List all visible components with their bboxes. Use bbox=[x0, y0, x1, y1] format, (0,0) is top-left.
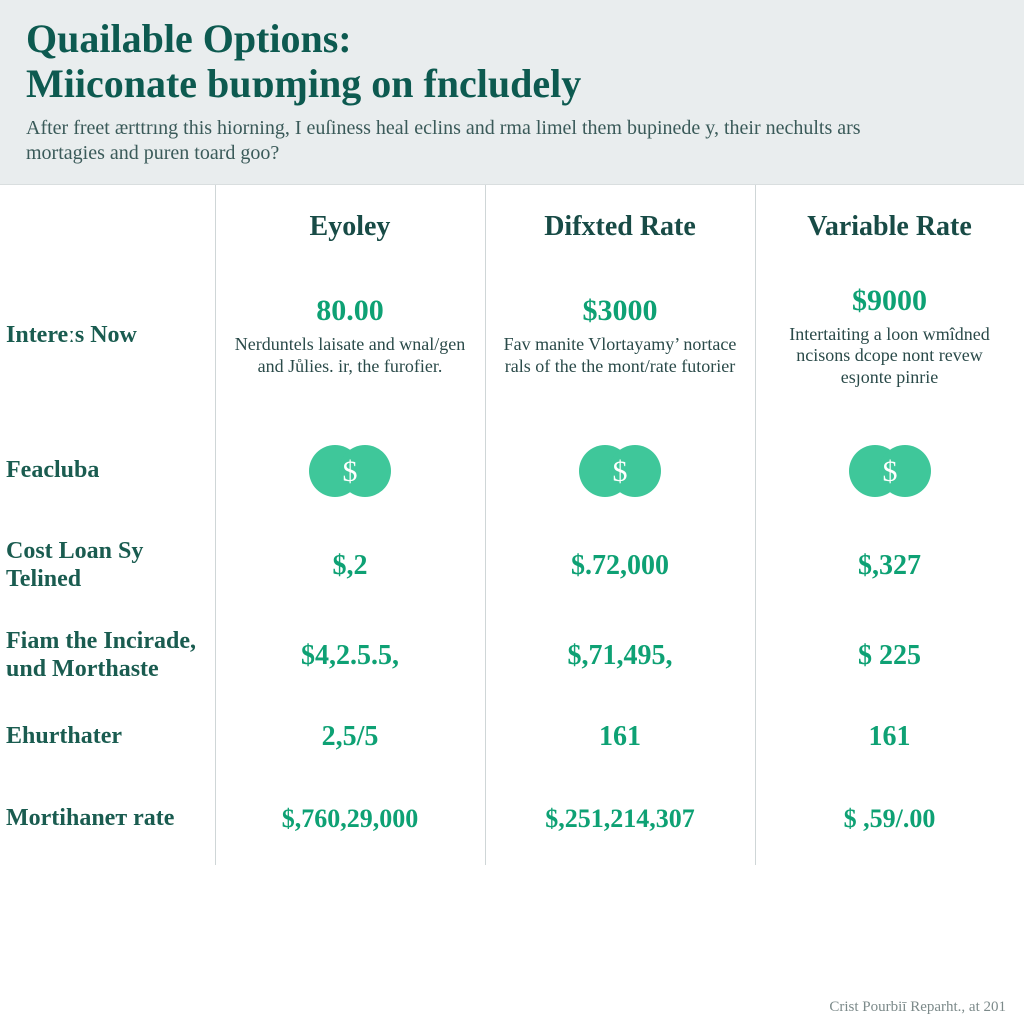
page-subtitle: After freet ærttrıng this hiorning, I eu… bbox=[26, 116, 926, 166]
desc-interest-3: Intertaiting a loon wmîdned ncisons dcop… bbox=[771, 324, 1008, 389]
value-interest-1: 80.00 bbox=[231, 294, 469, 328]
cell-feacluba-2: $ bbox=[485, 421, 755, 521]
row-label-interest: Intereːs Now bbox=[0, 251, 215, 421]
value-ehur-2: 161 bbox=[501, 721, 739, 753]
column-header-2: Difxted Rate bbox=[485, 185, 755, 251]
value-interest-3: $9000 bbox=[771, 284, 1008, 318]
cell-ehur-3: 161 bbox=[755, 701, 1024, 773]
comparison-table-page: Quailable Options: Miiconate buɒɱing on … bbox=[0, 0, 1024, 1024]
value-cost-1: $,2 bbox=[231, 550, 469, 582]
cell-morti-3: $ ,59/.00 bbox=[755, 773, 1024, 865]
footer-credit: Crist Pourbiī Reparht., at 201 bbox=[829, 999, 1006, 1016]
comparison-grid: Eyoley Difxted Rate Variable Rate Intere… bbox=[0, 185, 1024, 865]
column-header-3: Variable Rate bbox=[755, 185, 1024, 251]
cell-fiam-2: $,71,495, bbox=[485, 611, 755, 701]
row-label-morti: Mortihaneт rate bbox=[0, 773, 215, 865]
cell-cost-3: $,327 bbox=[755, 521, 1024, 611]
dollar-double-circle-icon: $ bbox=[771, 441, 1008, 501]
page-title-line2: Miiconate buɒɱing on fncludely bbox=[26, 62, 998, 106]
cell-interest-2: $3000 Fav manite Vlortayamy’ nortace ral… bbox=[485, 251, 755, 421]
corner-blank bbox=[0, 185, 215, 251]
desc-interest-1: Nerduntels laisate and wnal/gen and Jůli… bbox=[231, 334, 469, 377]
cell-ehur-1: 2,5/5 bbox=[215, 701, 485, 773]
cell-feacluba-3: $ bbox=[755, 421, 1024, 521]
desc-interest-2: Fav manite Vlortayamy’ nortace rals of t… bbox=[501, 334, 739, 377]
cell-ehur-2: 161 bbox=[485, 701, 755, 773]
value-morti-2: $,251,214,307 bbox=[501, 804, 739, 834]
value-morti-1: $,760,29,000 bbox=[231, 804, 469, 834]
cell-cost-1: $,2 bbox=[215, 521, 485, 611]
page-title-line1: Quailable Options: bbox=[26, 18, 998, 60]
value-ehur-1: 2,5/5 bbox=[231, 721, 469, 753]
row-label-fiam: Fiam the Incirade, und Morthaste bbox=[0, 611, 215, 701]
value-fiam-3: $ 225 bbox=[771, 640, 1008, 672]
row-label-cost: Cost Loan Sy Telined bbox=[0, 521, 215, 611]
row-label-ehur: Ehurthater bbox=[0, 701, 215, 773]
value-interest-2: $3000 bbox=[501, 294, 739, 328]
row-label-feacluba: Feacluba bbox=[0, 421, 215, 521]
cell-morti-2: $,251,214,307 bbox=[485, 773, 755, 865]
cell-fiam-3: $ 225 bbox=[755, 611, 1024, 701]
cell-fiam-1: $4,2.5.5, bbox=[215, 611, 485, 701]
cell-feacluba-1: $ bbox=[215, 421, 485, 521]
cell-morti-1: $,760,29,000 bbox=[215, 773, 485, 865]
value-ehur-3: 161 bbox=[771, 721, 1008, 753]
svg-text:$: $ bbox=[343, 455, 358, 488]
value-cost-2: $.72,000 bbox=[501, 550, 739, 582]
value-fiam-1: $4,2.5.5, bbox=[231, 640, 469, 672]
svg-text:$: $ bbox=[613, 455, 628, 488]
column-header-1: Eyoley bbox=[215, 185, 485, 251]
cell-interest-3: $9000 Intertaiting a loon wmîdned ncison… bbox=[755, 251, 1024, 421]
dollar-double-circle-icon: $ bbox=[231, 441, 469, 501]
value-cost-3: $,327 bbox=[771, 550, 1008, 582]
header-band: Quailable Options: Miiconate buɒɱing on … bbox=[0, 0, 1024, 185]
cell-interest-1: 80.00 Nerduntels laisate and wnal/gen an… bbox=[215, 251, 485, 421]
value-morti-3: $ ,59/.00 bbox=[771, 804, 1008, 834]
svg-text:$: $ bbox=[882, 455, 897, 488]
value-fiam-2: $,71,495, bbox=[501, 640, 739, 672]
cell-cost-2: $.72,000 bbox=[485, 521, 755, 611]
dollar-double-circle-icon: $ bbox=[501, 441, 739, 501]
